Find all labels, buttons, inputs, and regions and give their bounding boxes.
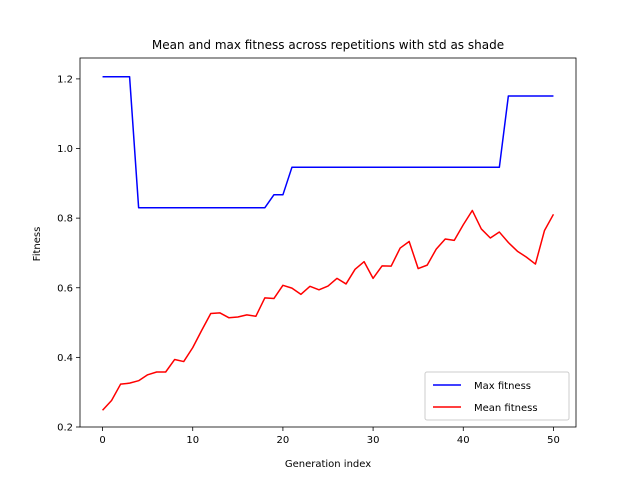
x-tick-label: 0 [99,435,105,446]
y-tick-label: 0.8 [57,214,73,225]
legend: Max fitness Mean fitness [424,371,570,421]
y-axis-label: Fitness [32,227,43,262]
legend-box [424,371,570,421]
y-tick-label: 0.2 [57,423,73,434]
x-tick-label: 20 [277,435,290,446]
plot-area: 0 10 20 30 40 50 0.2 0.4 0.6 0.8 1.0 1.2 [57,57,577,446]
y-tick-label: 0.6 [57,283,73,294]
legend-label-mean-fitness: Mean fitness [474,403,538,414]
x-tick-label: 10 [186,435,199,446]
series-line-max-fitness [102,76,554,209]
x-axis-label: Generation index [285,459,371,470]
x-tick-label: 40 [457,435,470,446]
x-tick-label: 50 [547,435,560,446]
axes-frame [79,57,577,428]
y-tick-label: 1.0 [57,144,73,155]
y-tick-label: 1.2 [57,74,73,85]
x-tick-label: 30 [367,435,380,446]
chart-title: Mean and max fitness across repetitions … [152,38,504,52]
y-tick-label: 0.4 [57,353,73,364]
series-line-mean-fitness [101,209,555,411]
legend-label-max-fitness: Max fitness [474,381,531,392]
